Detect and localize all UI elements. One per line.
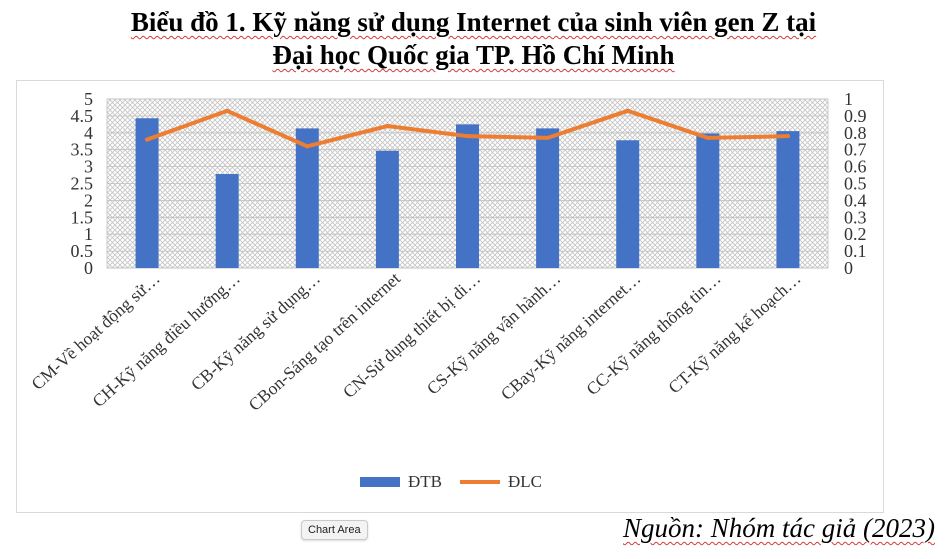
x-tick-label-5: CS-Kỹ năng vận hành… bbox=[423, 268, 565, 398]
legend-item-dlc: ĐLC bbox=[460, 472, 542, 492]
y-left-tick-label-4: 2 bbox=[84, 190, 93, 210]
y-right-tick-label-9: 0.9 bbox=[844, 106, 867, 126]
legend-swatch-line bbox=[460, 480, 500, 484]
y-right-tick-label-8: 0.8 bbox=[844, 123, 867, 143]
x-tick-label-8: CT-Kỹ năng kế hoạch… bbox=[664, 268, 804, 397]
x-tick-label-7: CC-Kỹ năng thông tin… bbox=[582, 268, 724, 399]
x-tick-label-6: CBay-Kỹ năng internet… bbox=[497, 268, 645, 404]
source-note: Nguồn: Nhóm tác giả (2023) bbox=[623, 513, 935, 544]
y-right-tick-label-5: 0.5 bbox=[844, 174, 867, 194]
bar-6[interactable] bbox=[616, 140, 640, 268]
chart-title: Biểu đồ 1. Kỹ năng sử dụng Internet của … bbox=[0, 6, 947, 72]
x-tick-label-3: CBon-Sáng tạo trên internet bbox=[244, 268, 404, 415]
y-right-tick-label-2: 0.2 bbox=[844, 224, 867, 244]
bar-7[interactable] bbox=[696, 133, 720, 268]
y-left-tick-label-9: 4.5 bbox=[71, 106, 94, 126]
x-tick-label-1: CH-Kỹ năng điều hướng… bbox=[88, 268, 244, 411]
bar-4[interactable] bbox=[456, 124, 479, 268]
chart-title-line-2: Đại học Quốc gia TP. Hồ Chí Minh bbox=[272, 40, 675, 70]
line-point-0 bbox=[145, 137, 150, 142]
y-right-tick-label-1: 0.1 bbox=[844, 241, 867, 261]
y-left-tick-label-8: 4 bbox=[84, 123, 93, 143]
y-right-tick-label-7: 0.7 bbox=[844, 140, 867, 160]
line-series-dlc bbox=[145, 108, 790, 149]
legend: ĐTB ĐLC bbox=[360, 470, 560, 494]
y-left-tick-label-0: 0 bbox=[84, 258, 93, 278]
line-point-7 bbox=[705, 135, 710, 140]
chart-area-tooltip: Chart Area bbox=[301, 520, 368, 540]
y-left-tick-label-7: 3.5 bbox=[71, 140, 94, 160]
x-tick-label-0: CM-Về hoạt động sử… bbox=[27, 268, 163, 394]
y-right-tick-label-4: 0.4 bbox=[844, 190, 867, 210]
x-tick-label-4: CN-Sử dụng thiết bị di… bbox=[339, 268, 484, 402]
line-point-5 bbox=[545, 135, 550, 140]
y-left-tick-label-10: 5 bbox=[84, 89, 93, 109]
y-right-tick-label-6: 0.6 bbox=[844, 157, 867, 177]
bar-1[interactable] bbox=[215, 174, 239, 268]
legend-label-dtb: ĐTB bbox=[408, 472, 442, 491]
bar-2[interactable] bbox=[295, 128, 319, 268]
source-text: Nguồn: Nhóm tác giả (2023) bbox=[623, 513, 935, 543]
line-point-4 bbox=[465, 134, 470, 139]
y-left-tick-label-5: 2.5 bbox=[71, 174, 94, 194]
bar-8[interactable] bbox=[776, 131, 800, 268]
bar-3[interactable] bbox=[375, 150, 399, 268]
chart-title-line-1: Biểu đồ 1. Kỹ năng sử dụng Internet của … bbox=[130, 7, 817, 37]
y-right-tick-label-10: 1 bbox=[844, 89, 853, 109]
line-point-2 bbox=[305, 144, 310, 149]
y-left-tick-label-3: 1.5 bbox=[71, 207, 94, 227]
bar-0[interactable] bbox=[135, 118, 159, 269]
line-point-6 bbox=[625, 108, 630, 113]
x-tick-label-2: CB-Kỹ năng sử dụng… bbox=[187, 268, 324, 394]
bar-series-dtb bbox=[135, 118, 800, 269]
y-left-tick-label-6: 3 bbox=[84, 157, 93, 177]
x-axis-labels: CM-Về hoạt động sử…CH-Kỹ năng điều hướng… bbox=[27, 268, 804, 415]
y-axis-right: 00.10.20.30.40.50.60.70.80.91 bbox=[844, 89, 867, 278]
y-right-tick-label-0: 0 bbox=[844, 258, 853, 278]
bar-5[interactable] bbox=[536, 128, 560, 268]
line-point-8 bbox=[785, 134, 790, 139]
y-left-tick-label-2: 1 bbox=[84, 224, 93, 244]
y-axis-left: 00.511.522.533.544.55 bbox=[71, 89, 94, 278]
line-point-1 bbox=[225, 108, 230, 113]
y-left-tick-label-1: 0.5 bbox=[71, 241, 94, 261]
legend-swatch-bar bbox=[360, 477, 400, 487]
y-right-tick-label-3: 0.3 bbox=[844, 207, 867, 227]
legend-label-dlc: ĐLC bbox=[508, 472, 542, 491]
legend-item-dtb: ĐTB bbox=[360, 472, 442, 492]
line-point-3 bbox=[385, 124, 390, 129]
